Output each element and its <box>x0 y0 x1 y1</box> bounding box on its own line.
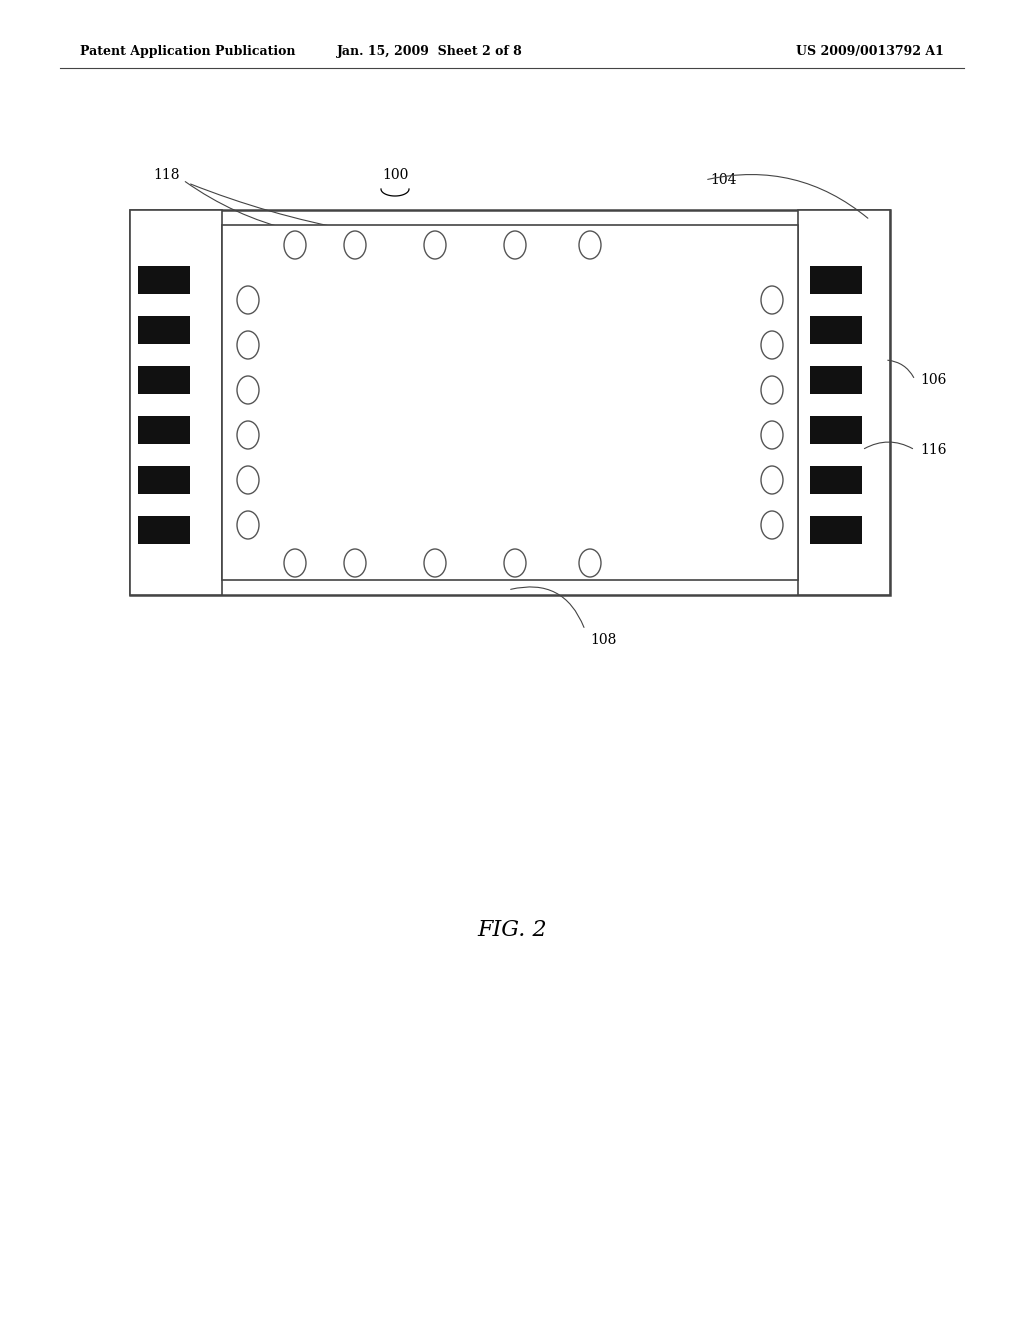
Text: US 2009/0013792 A1: US 2009/0013792 A1 <box>796 45 944 58</box>
Ellipse shape <box>504 549 526 577</box>
Ellipse shape <box>504 231 526 259</box>
Ellipse shape <box>344 231 366 259</box>
Ellipse shape <box>237 331 259 359</box>
Bar <box>138 267 190 294</box>
Text: 116: 116 <box>920 444 946 457</box>
Ellipse shape <box>237 286 259 314</box>
Ellipse shape <box>424 549 446 577</box>
Bar <box>130 210 222 595</box>
Text: 118: 118 <box>154 168 180 182</box>
Bar <box>810 315 862 345</box>
Text: 100: 100 <box>382 168 409 182</box>
Bar <box>138 416 190 444</box>
Bar <box>138 366 190 393</box>
Text: Patent Application Publication: Patent Application Publication <box>80 45 296 58</box>
Text: FIG. 2: FIG. 2 <box>477 919 547 941</box>
Ellipse shape <box>761 511 783 539</box>
Ellipse shape <box>761 286 783 314</box>
Ellipse shape <box>761 376 783 404</box>
Bar <box>138 516 190 544</box>
Text: 106: 106 <box>920 374 946 387</box>
Bar <box>798 210 890 595</box>
Bar <box>138 466 190 494</box>
Ellipse shape <box>237 421 259 449</box>
Ellipse shape <box>284 549 306 577</box>
Ellipse shape <box>344 549 366 577</box>
Bar <box>810 366 862 393</box>
Ellipse shape <box>761 421 783 449</box>
Text: 104: 104 <box>710 173 736 187</box>
Bar <box>810 416 862 444</box>
Ellipse shape <box>761 466 783 494</box>
Bar <box>810 267 862 294</box>
Bar <box>138 315 190 345</box>
Ellipse shape <box>237 466 259 494</box>
Ellipse shape <box>579 231 601 259</box>
Bar <box>810 466 862 494</box>
Bar <box>130 210 890 595</box>
Ellipse shape <box>284 231 306 259</box>
Ellipse shape <box>579 549 601 577</box>
Ellipse shape <box>761 331 783 359</box>
Bar <box>810 516 862 544</box>
Ellipse shape <box>237 511 259 539</box>
Ellipse shape <box>424 231 446 259</box>
Bar <box>222 224 798 579</box>
Text: Jan. 15, 2009  Sheet 2 of 8: Jan. 15, 2009 Sheet 2 of 8 <box>337 45 523 58</box>
Ellipse shape <box>237 376 259 404</box>
Text: 108: 108 <box>590 634 616 647</box>
